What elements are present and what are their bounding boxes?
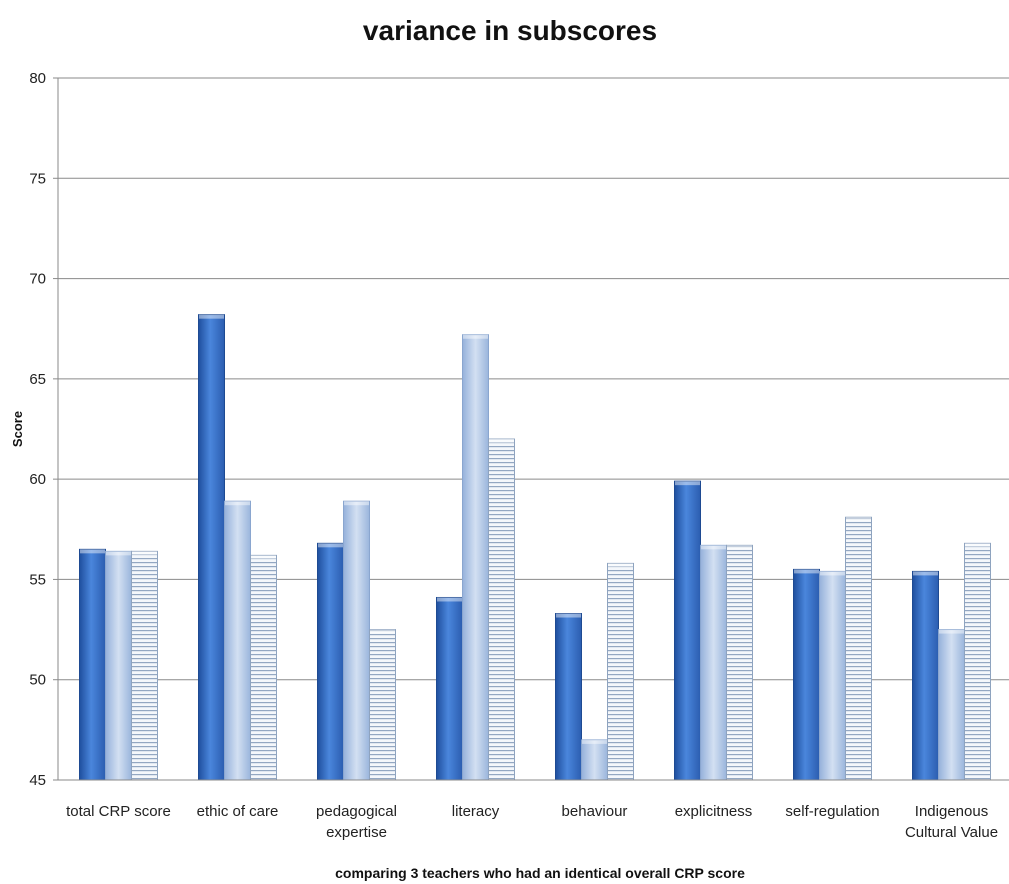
bar-series-1 [912,570,939,781]
y-tick-label: 80 [29,70,46,87]
bar-highlight [675,481,700,486]
bar-series-2 [819,570,846,781]
x-category-label: pedagogical [316,803,397,820]
y-tick-label: 65 [29,371,46,388]
bar-series-3 [131,550,158,781]
bar-series-3 [726,544,753,781]
x-category-label: total CRP score [66,803,171,820]
bar-highlight [701,545,726,550]
y-tick-label: 60 [29,471,46,488]
bar-series-1 [436,596,463,781]
bar-series-3 [845,516,872,781]
x-category-label: literacy [452,803,500,820]
bar-highlight [794,569,819,574]
bar-series-2 [105,550,132,781]
bar-highlight [820,571,845,576]
y-axis-ticks: 45 50 55 60 65 70 75 80 [29,70,58,789]
bar-highlight [106,551,131,556]
bar-highlight [913,571,938,576]
bar-series-2 [938,629,965,781]
bar-series-2 [700,544,727,781]
bar-highlight [582,739,607,744]
bar-series-1 [793,568,820,781]
x-axis-label: comparing 3 teachers who had an identica… [335,865,745,881]
bar-highlight [370,629,395,634]
x-category-label: expertise [326,824,387,841]
y-axis-label: Score [10,411,25,447]
bar-highlight [463,334,488,339]
bar-series-2 [343,500,370,781]
x-category-label: behaviour [562,803,628,820]
bars [79,314,991,781]
bar-series-1 [674,480,701,781]
y-tick-label: 70 [29,271,46,288]
y-tick-label: 55 [29,571,46,588]
bar-highlight [437,597,462,602]
x-category-label: ethic of care [197,803,279,820]
x-category-label: self-regulation [785,803,879,820]
bar-highlight [80,549,105,554]
y-tick-label: 50 [29,672,46,689]
bar-highlight [132,551,157,556]
bar-highlight [608,563,633,568]
y-tick-label: 75 [29,170,46,187]
bar-series-3 [607,562,634,781]
bar-series-2 [581,739,608,781]
bar-series-3 [369,629,396,781]
bar-highlight [556,613,581,618]
bar-series-2 [224,500,251,781]
bar-series-3 [964,542,991,781]
bar-series-2 [462,334,489,781]
bar-highlight [318,543,343,548]
bar-series-3 [488,438,515,781]
bar-highlight [225,501,250,506]
bar-series-3 [250,554,277,781]
bar-highlight [489,439,514,444]
bar-series-1 [79,548,106,781]
bar-highlight [199,314,224,319]
bar-series-1 [198,314,225,781]
y-tick-label: 45 [29,772,46,789]
bar-highlight [251,555,276,560]
x-category-label: Indigenous [915,803,988,820]
x-axis-categories: total CRP score ethic of care pedagogical e… [66,803,998,841]
bar-series-1 [555,613,582,781]
bar-series-1 [317,542,344,781]
bar-highlight [727,545,752,550]
bar-highlight [846,517,871,522]
bar-highlight [939,629,964,634]
bar-highlight [965,543,990,548]
x-category-label: Cultural Value [905,824,998,841]
x-category-label: explicitness [675,803,753,820]
bar-highlight [344,501,369,506]
chart-title: variance in subscores [363,15,657,46]
